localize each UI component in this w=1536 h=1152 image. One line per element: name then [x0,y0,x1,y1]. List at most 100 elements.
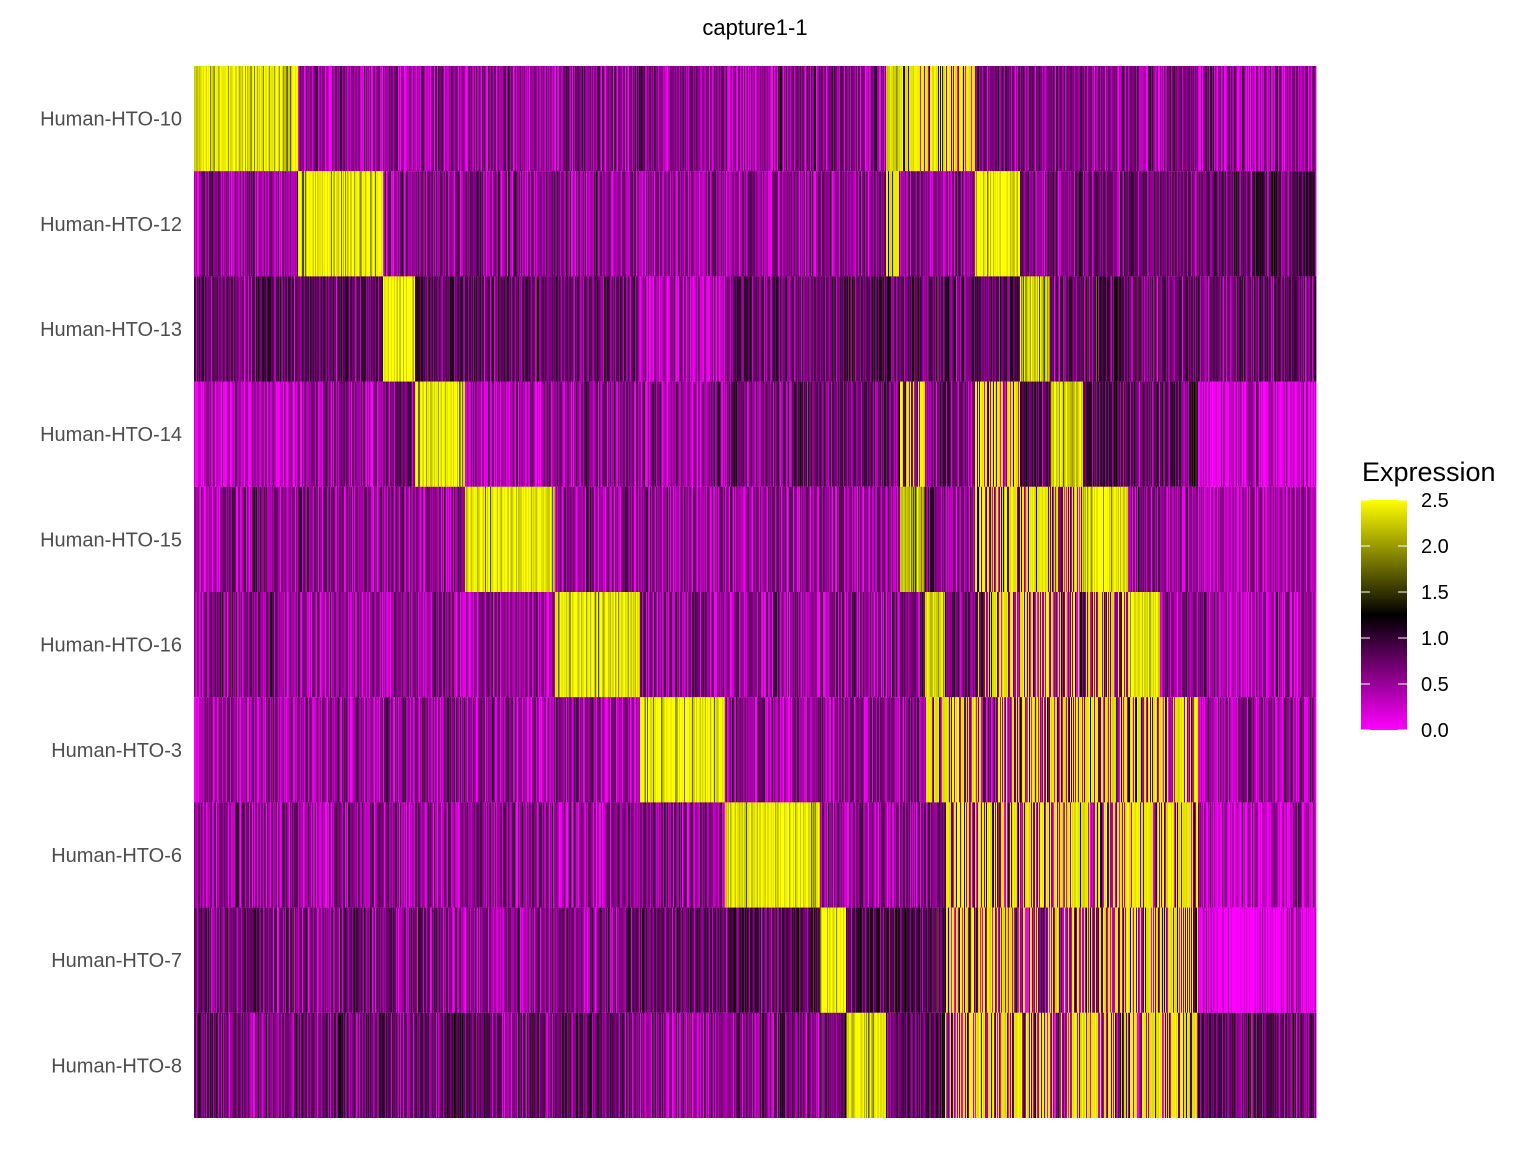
heatmap-cell [516,592,518,698]
heatmap-cell [265,907,267,1013]
heatmap-cell [495,171,497,277]
heatmap-cell [462,486,464,592]
heatmap-cell [420,907,422,1013]
heatmap-cell [338,907,340,1013]
heatmap-cell [208,907,210,1013]
heatmap-cell [418,1012,420,1118]
heatmap-cell [529,486,531,592]
heatmap-cell [415,171,417,277]
heatmap-cell [314,171,316,277]
heatmap-cell [255,66,257,172]
heatmap-cell [494,276,496,382]
heatmap-cell [460,1012,462,1118]
heatmap-cell [352,276,354,382]
heatmap-cell [423,907,425,1013]
heatmap-cell [219,907,221,1013]
heatmap-cell [209,486,211,592]
heatmap-cell [198,802,200,908]
heatmap-cell [230,486,232,592]
heatmap-cell [256,592,258,698]
heatmap-cell [229,592,231,698]
heatmap-cell [203,907,205,1013]
heatmap-cell [311,1012,313,1118]
heatmap-cell [499,907,501,1013]
heatmap-cell [332,171,334,277]
heatmap-cell [197,697,199,803]
heatmap-cell [362,1012,364,1118]
heatmap-cell [238,66,240,172]
heatmap-cell [234,66,236,172]
heatmap-cell [302,1012,304,1118]
heatmap-cell [460,171,462,277]
heatmap-cell [422,1012,424,1118]
heatmap-cell [528,697,530,803]
heatmap-cell [432,592,434,698]
heatmap-cell [305,171,307,277]
heatmap-cell [284,802,286,908]
heatmap-cell [413,276,415,382]
heatmap-cell [250,1012,252,1118]
heatmap-cell [428,1012,430,1118]
heatmap-cell [308,381,310,487]
heatmap-cell [350,592,352,698]
heatmap-cell [516,907,518,1013]
heatmap-cell [374,907,376,1013]
heatmap-cell [261,907,263,1013]
heatmap-cell [517,802,519,908]
heatmap-cell [308,697,310,803]
heatmap-cell [439,697,441,803]
heatmap-cell [361,276,363,382]
heatmap-cell [496,802,498,908]
heatmap-cell [194,171,196,277]
heatmap-cell [328,171,330,277]
heatmap-cell [500,592,502,698]
heatmap-cell [507,802,509,908]
heatmap-cell [237,697,239,803]
heatmap-cell [384,486,386,592]
heatmap-cell [430,276,432,382]
heatmap-cell [428,907,430,1013]
heatmap-cell [425,697,427,803]
heatmap-cell [208,802,210,908]
heatmap-cell [379,697,381,803]
heatmap-cell [501,907,503,1013]
heatmap-cell [239,802,241,908]
heatmap-cell [357,171,359,277]
heatmap-cell [423,592,425,698]
heatmap-cell [449,592,451,698]
heatmap-cell [205,276,207,382]
heatmap-cell [376,381,378,487]
heatmap-cell [321,592,323,698]
heatmap-cell [207,1012,209,1118]
heatmap-cell [195,171,197,277]
heatmap-cell [205,381,207,487]
heatmap-cell [436,381,438,487]
heatmap-cell [390,592,392,698]
heatmap-cell [236,486,238,592]
heatmap-cell [218,697,220,803]
heatmap-cell [221,697,223,803]
heatmap-cell [282,907,284,1013]
heatmap-cell [390,907,392,1013]
heatmap-cell [391,171,393,277]
heatmap-cell [235,1012,237,1118]
heatmap-cell [255,276,257,382]
heatmap-cell [326,697,328,803]
heatmap-cell [351,592,353,698]
heatmap-cell [320,381,322,487]
heatmap-cell [343,381,345,487]
heatmap-cell [254,66,256,172]
heatmap-cell [399,802,401,908]
heatmap-cell [417,486,419,592]
heatmap-cell [359,66,361,172]
heatmap-cell [478,592,480,698]
heatmap-cell [308,486,310,592]
heatmap-cell [269,907,271,1013]
heatmap-cell [452,381,454,487]
heatmap-cell [493,486,495,592]
heatmap-cell [313,381,315,487]
heatmap-cell [503,1012,505,1118]
heatmap-cell [458,907,460,1013]
heatmap-cell [244,1012,246,1118]
heatmap-cell [412,66,414,172]
